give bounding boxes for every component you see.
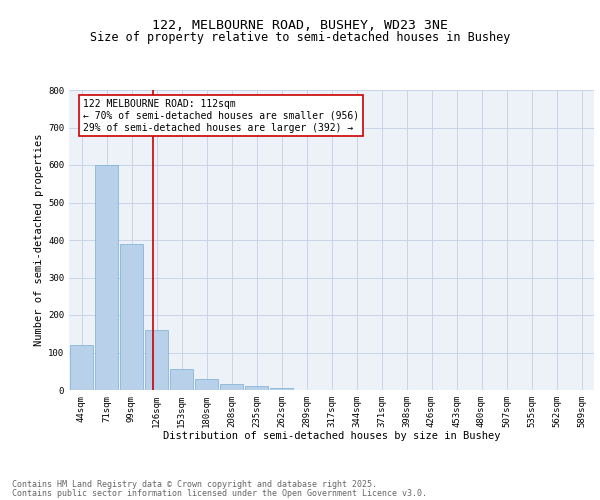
Bar: [220, 384, 243, 390]
Y-axis label: Number of semi-detached properties: Number of semi-detached properties: [34, 134, 44, 346]
Bar: [245, 386, 268, 390]
Text: Contains HM Land Registry data © Crown copyright and database right 2025.: Contains HM Land Registry data © Crown c…: [12, 480, 377, 489]
Bar: [95, 165, 118, 390]
Bar: [195, 379, 218, 390]
Text: 122 MELBOURNE ROAD: 112sqm
← 70% of semi-detached houses are smaller (956)
29% o: 122 MELBOURNE ROAD: 112sqm ← 70% of semi…: [83, 100, 359, 132]
Bar: [270, 388, 293, 390]
Bar: [70, 345, 93, 390]
Text: Size of property relative to semi-detached houses in Bushey: Size of property relative to semi-detach…: [90, 31, 510, 44]
Bar: [170, 368, 193, 390]
Bar: [120, 244, 143, 390]
X-axis label: Distribution of semi-detached houses by size in Bushey: Distribution of semi-detached houses by …: [163, 432, 500, 442]
Text: 122, MELBOURNE ROAD, BUSHEY, WD23 3NE: 122, MELBOURNE ROAD, BUSHEY, WD23 3NE: [152, 19, 448, 32]
Bar: [145, 330, 168, 390]
Text: Contains public sector information licensed under the Open Government Licence v3: Contains public sector information licen…: [12, 489, 427, 498]
